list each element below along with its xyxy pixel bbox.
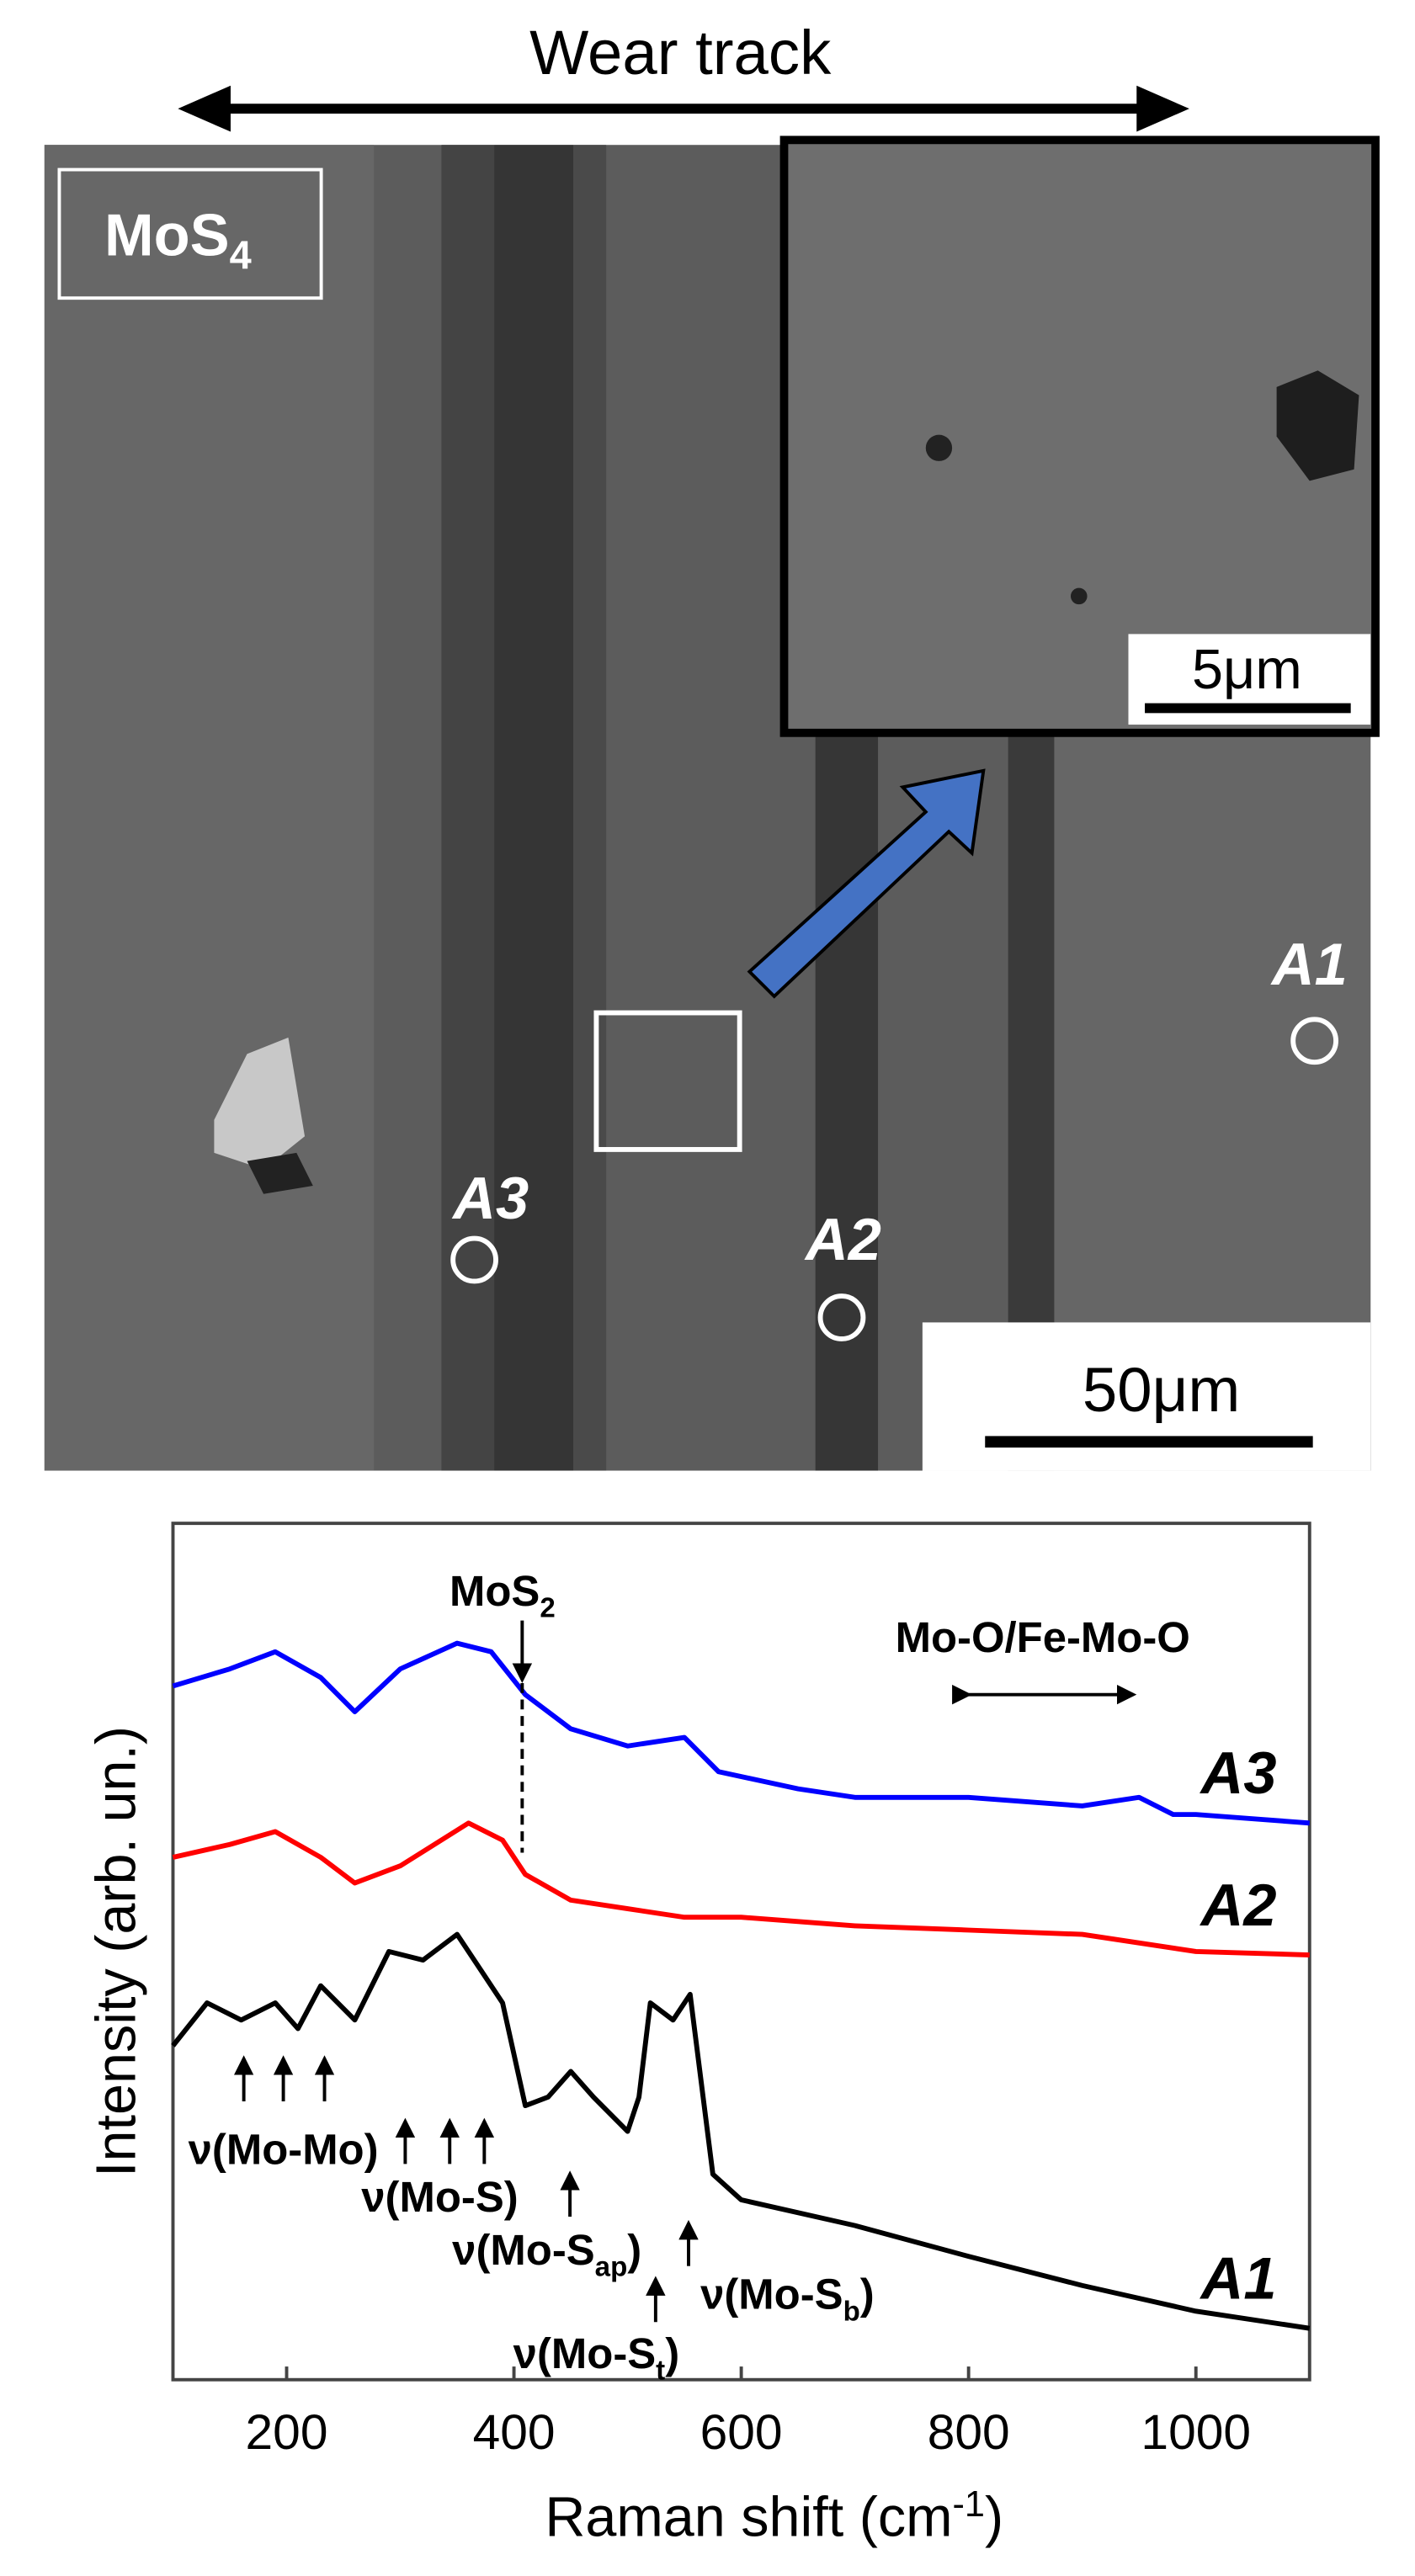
annotation: MoS2 — [450, 1567, 556, 1624]
x-tick-label: 800 — [928, 2405, 1010, 2460]
wear-track-label: Wear track — [529, 18, 832, 88]
annotation-sub: b — [843, 2296, 860, 2327]
series-label: A2 — [1200, 1872, 1277, 1938]
annotation-text: ν(Mo-S — [452, 2226, 595, 2274]
annotation: ν(Mo-Mo) — [189, 2125, 379, 2173]
series-label: A1 — [1200, 2244, 1277, 2311]
annotation-text: ν(Mo-S — [700, 2271, 843, 2318]
scale-bar — [1145, 703, 1351, 714]
x-tick-label: 1000 — [1141, 2405, 1251, 2460]
series-label: A3 — [1200, 1739, 1277, 1806]
annotation-tail: ) — [860, 2271, 875, 2318]
point-marker — [450, 1235, 498, 1284]
annotation-text: ν(Mo-S — [513, 2329, 657, 2377]
x-tick-label: 600 — [700, 2405, 783, 2460]
inset-feature — [1276, 370, 1359, 481]
point-marker — [817, 1293, 866, 1341]
spectrum-line — [172, 1640, 1310, 1826]
point-label: A3 — [451, 1165, 529, 1231]
annotation-sub: t — [656, 2356, 665, 2387]
track-stripe — [441, 145, 495, 1471]
annotation-sub: ap — [595, 2251, 628, 2282]
scale-label: 50μm — [1083, 1355, 1241, 1425]
sem-image: MoS4 5μm A1 A2 A3 50μm — [44, 135, 1380, 1471]
annotation-text: MoS — [450, 1567, 540, 1615]
x-tick-label: 200 — [246, 2405, 328, 2460]
spectrum-line — [172, 1820, 1310, 1957]
spectrum-line — [171, 1931, 1311, 2331]
annotation-tail: ) — [665, 2329, 679, 2377]
inset-feature — [1070, 587, 1088, 605]
annotation: ν(Mo-Sb) — [700, 2271, 875, 2328]
annotation: ν(Mo-St) — [513, 2329, 679, 2387]
scale-bar — [985, 1436, 1313, 1448]
x-tick-label: 400 — [473, 2405, 556, 2460]
material-text: MoS — [104, 201, 230, 268]
annotation-sub: 2 — [540, 1593, 555, 1624]
x-axis-label-tail: ) — [985, 2487, 1003, 2549]
track-stripe — [573, 145, 607, 1471]
track-stripe — [494, 145, 574, 1471]
annotation: ν(Mo-S) — [361, 2173, 518, 2221]
inset-feature — [925, 434, 953, 461]
zoom-arrow — [747, 768, 986, 999]
track-stripe — [815, 725, 879, 1471]
material-label: MoS4 — [104, 201, 252, 277]
label-box — [57, 167, 323, 300]
zoom-box — [593, 1010, 742, 1152]
chart: 200 400 600 800 1000 Raman shift (cm-1) Intens… — [85, 1567, 1311, 2549]
inset-scale-label: 5μm — [1192, 639, 1302, 701]
particle — [214, 1037, 306, 1170]
annotation-tail: ) — [627, 2226, 641, 2274]
sem-region — [44, 145, 375, 1471]
annotation: ν(Mo-Sap) — [452, 2226, 641, 2283]
x-axis-label-text: Raman shift (cm — [545, 2487, 952, 2549]
x-axis-label-sup: -1 — [953, 2484, 985, 2525]
particle — [247, 1152, 313, 1194]
point-label: A2 — [804, 1206, 881, 1272]
annotation: Mo-O/Fe-Mo-O — [896, 1613, 1190, 1661]
y-axis-label: Intensity (arb. un.) — [85, 1726, 147, 2177]
point-marker — [1290, 1017, 1338, 1065]
point-label: A1 — [1270, 931, 1348, 997]
x-axis-label: Raman shift (cm-1) — [545, 2484, 1003, 2548]
material-sub: 4 — [230, 232, 252, 277]
